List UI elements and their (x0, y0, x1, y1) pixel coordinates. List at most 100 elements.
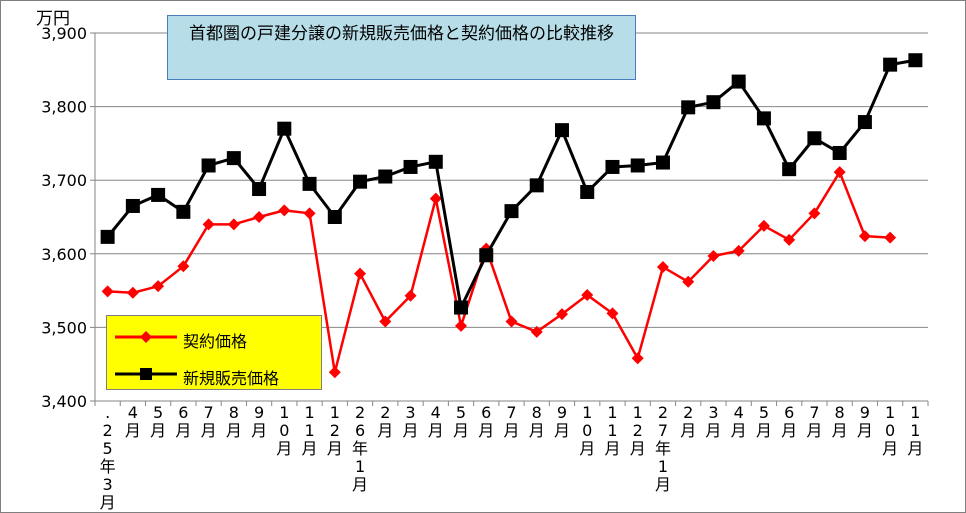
legend: 契約価格 新規販売価格 (106, 315, 322, 390)
data-point-diamond (278, 204, 291, 217)
data-point-square (554, 123, 569, 138)
data-point-diamond (354, 267, 367, 280)
data-point-square (706, 95, 721, 110)
data-point-square (605, 159, 620, 174)
data-point-square (226, 151, 241, 166)
data-point-square (756, 111, 771, 126)
data-point-square (403, 159, 418, 174)
data-point-diamond (202, 218, 215, 231)
axes (90, 32, 929, 406)
data-point-square (655, 155, 670, 170)
data-point-diamond (757, 219, 770, 232)
data-point-diamond (328, 366, 341, 379)
chart-title: 首都圏の戸建分譲の新規販売価格と契約価格の比較推移 (167, 15, 636, 80)
data-point-square (832, 145, 847, 160)
data-point-diamond (656, 261, 669, 274)
data-point-diamond (303, 207, 316, 220)
data-point-diamond (707, 250, 720, 263)
y-tick-label: 3,700 (41, 171, 87, 190)
legend-marker-diamond-icon (115, 331, 177, 343)
y-tick-label: 3,500 (41, 318, 87, 337)
data-point-square (630, 158, 645, 173)
data-point-square (428, 154, 443, 169)
data-point-square (125, 198, 140, 213)
data-point-square (176, 204, 191, 219)
data-point-square (454, 300, 469, 315)
data-point-square (782, 162, 797, 177)
data-point-square (378, 169, 393, 184)
data-point-diamond (884, 231, 897, 244)
data-point-diamond (253, 211, 266, 223)
data-point-square (252, 182, 267, 197)
legend-item-contract: 契約価格 (107, 323, 323, 353)
y-tick-label: 3,900 (41, 24, 87, 43)
data-point-diamond (606, 307, 619, 320)
data-point-square (807, 131, 822, 146)
data-point-diamond (429, 192, 442, 205)
data-point-square (479, 248, 494, 263)
data-point-diamond (177, 260, 190, 273)
data-point-square (883, 57, 898, 72)
data-point-diamond (555, 308, 568, 321)
data-point-diamond (530, 325, 543, 338)
data-point-square (580, 184, 595, 199)
data-point-diamond (379, 315, 392, 328)
y-tick-label: 3,800 (41, 98, 87, 117)
data-point-square (100, 229, 115, 244)
data-point-square (857, 115, 872, 130)
data-point-square (908, 53, 923, 68)
data-point-diamond (732, 244, 745, 257)
data-point-diamond (126, 286, 139, 299)
data-point-square (731, 74, 746, 89)
legend-label-new-sales: 新規販売価格 (183, 369, 280, 388)
legend-label-contract: 契約価格 (183, 332, 248, 351)
data-point-square (302, 176, 317, 191)
data-point-square (529, 178, 544, 193)
data-point-square (327, 210, 342, 224)
y-tick-label: 3,400 (41, 392, 87, 411)
data-point-diamond (455, 319, 468, 332)
series-line-1 (106, 58, 916, 310)
data-point-diamond (404, 289, 417, 302)
data-point-diamond (152, 280, 165, 293)
data-point-square (504, 204, 519, 219)
data-point-diamond (631, 352, 644, 365)
data-point-diamond (682, 275, 695, 288)
data-point-diamond (858, 230, 871, 243)
data-point-diamond (808, 207, 821, 220)
y-axis-unit-label: 万円 (36, 9, 70, 29)
data-point-square (681, 100, 696, 115)
legend-marker-square-icon (115, 368, 177, 380)
